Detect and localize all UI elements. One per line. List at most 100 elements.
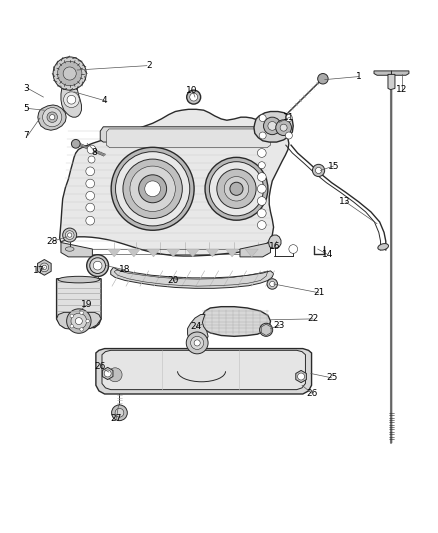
Text: 10: 10 <box>186 86 198 95</box>
Circle shape <box>70 314 74 318</box>
Circle shape <box>86 179 95 188</box>
Circle shape <box>286 115 292 122</box>
Polygon shape <box>269 235 281 248</box>
Circle shape <box>259 115 266 122</box>
Polygon shape <box>388 75 395 90</box>
Circle shape <box>260 323 273 336</box>
Circle shape <box>63 228 77 242</box>
Circle shape <box>258 184 266 193</box>
Text: 22: 22 <box>307 314 318 324</box>
Text: 15: 15 <box>328 161 339 171</box>
Circle shape <box>86 319 89 323</box>
Text: 27: 27 <box>111 414 122 423</box>
Circle shape <box>70 325 74 328</box>
Text: 16: 16 <box>269 243 281 252</box>
Circle shape <box>87 255 109 277</box>
Text: 21: 21 <box>313 288 324 297</box>
Text: 19: 19 <box>81 301 93 310</box>
Text: 26: 26 <box>95 362 106 372</box>
Circle shape <box>259 132 266 139</box>
Polygon shape <box>38 260 51 275</box>
Polygon shape <box>106 129 271 148</box>
Circle shape <box>42 108 62 127</box>
Polygon shape <box>96 349 311 394</box>
Text: 2: 2 <box>146 61 152 70</box>
Circle shape <box>312 164 325 176</box>
Circle shape <box>53 57 86 90</box>
Circle shape <box>209 161 264 216</box>
Text: 5: 5 <box>23 104 29 113</box>
Circle shape <box>276 120 291 135</box>
Circle shape <box>71 313 87 329</box>
Polygon shape <box>392 71 409 75</box>
Circle shape <box>116 152 190 226</box>
Polygon shape <box>61 79 81 117</box>
Circle shape <box>67 233 72 237</box>
Polygon shape <box>108 249 121 257</box>
Circle shape <box>217 169 256 208</box>
Circle shape <box>86 216 95 225</box>
Circle shape <box>258 173 266 181</box>
Circle shape <box>63 67 76 80</box>
Polygon shape <box>296 370 306 383</box>
Polygon shape <box>240 243 271 257</box>
Circle shape <box>57 61 82 86</box>
Text: 23: 23 <box>274 321 285 330</box>
Text: 14: 14 <box>321 250 333 259</box>
Circle shape <box>64 92 79 108</box>
Polygon shape <box>60 109 289 256</box>
Circle shape <box>258 161 265 169</box>
Circle shape <box>90 258 106 273</box>
Circle shape <box>297 373 304 380</box>
Circle shape <box>112 405 127 421</box>
Text: 3: 3 <box>23 84 29 93</box>
Circle shape <box>86 167 95 176</box>
Circle shape <box>40 263 49 272</box>
Polygon shape <box>38 105 66 130</box>
Polygon shape <box>245 249 258 257</box>
Text: 26: 26 <box>306 389 317 398</box>
Circle shape <box>123 159 182 219</box>
Circle shape <box>186 332 208 354</box>
Polygon shape <box>61 243 92 257</box>
Circle shape <box>130 166 175 212</box>
Polygon shape <box>166 249 180 257</box>
Polygon shape <box>100 127 275 142</box>
Circle shape <box>86 191 95 200</box>
Circle shape <box>108 368 122 382</box>
Circle shape <box>104 370 111 377</box>
Circle shape <box>205 157 268 220</box>
Circle shape <box>80 311 83 314</box>
Circle shape <box>190 93 198 101</box>
Text: 17: 17 <box>33 266 45 276</box>
Text: 28: 28 <box>46 237 58 246</box>
Circle shape <box>93 261 102 270</box>
Circle shape <box>289 245 297 253</box>
Circle shape <box>258 197 266 205</box>
Circle shape <box>280 124 287 131</box>
Ellipse shape <box>65 247 74 251</box>
Text: 1: 1 <box>356 72 362 81</box>
Circle shape <box>230 182 243 195</box>
Circle shape <box>87 145 96 154</box>
Circle shape <box>264 117 281 135</box>
Polygon shape <box>127 249 141 257</box>
Circle shape <box>71 140 80 148</box>
Circle shape <box>286 132 292 139</box>
Circle shape <box>80 328 83 331</box>
Circle shape <box>47 112 57 123</box>
Text: 7: 7 <box>23 131 29 140</box>
Text: 13: 13 <box>339 197 350 206</box>
Circle shape <box>224 176 249 201</box>
Circle shape <box>187 90 201 104</box>
Circle shape <box>86 203 95 212</box>
Circle shape <box>115 408 124 417</box>
Circle shape <box>194 340 200 346</box>
Circle shape <box>67 309 91 333</box>
Circle shape <box>258 209 266 217</box>
Polygon shape <box>186 249 199 257</box>
Polygon shape <box>102 350 305 390</box>
Polygon shape <box>374 71 392 75</box>
Ellipse shape <box>58 276 99 283</box>
Circle shape <box>75 318 82 325</box>
